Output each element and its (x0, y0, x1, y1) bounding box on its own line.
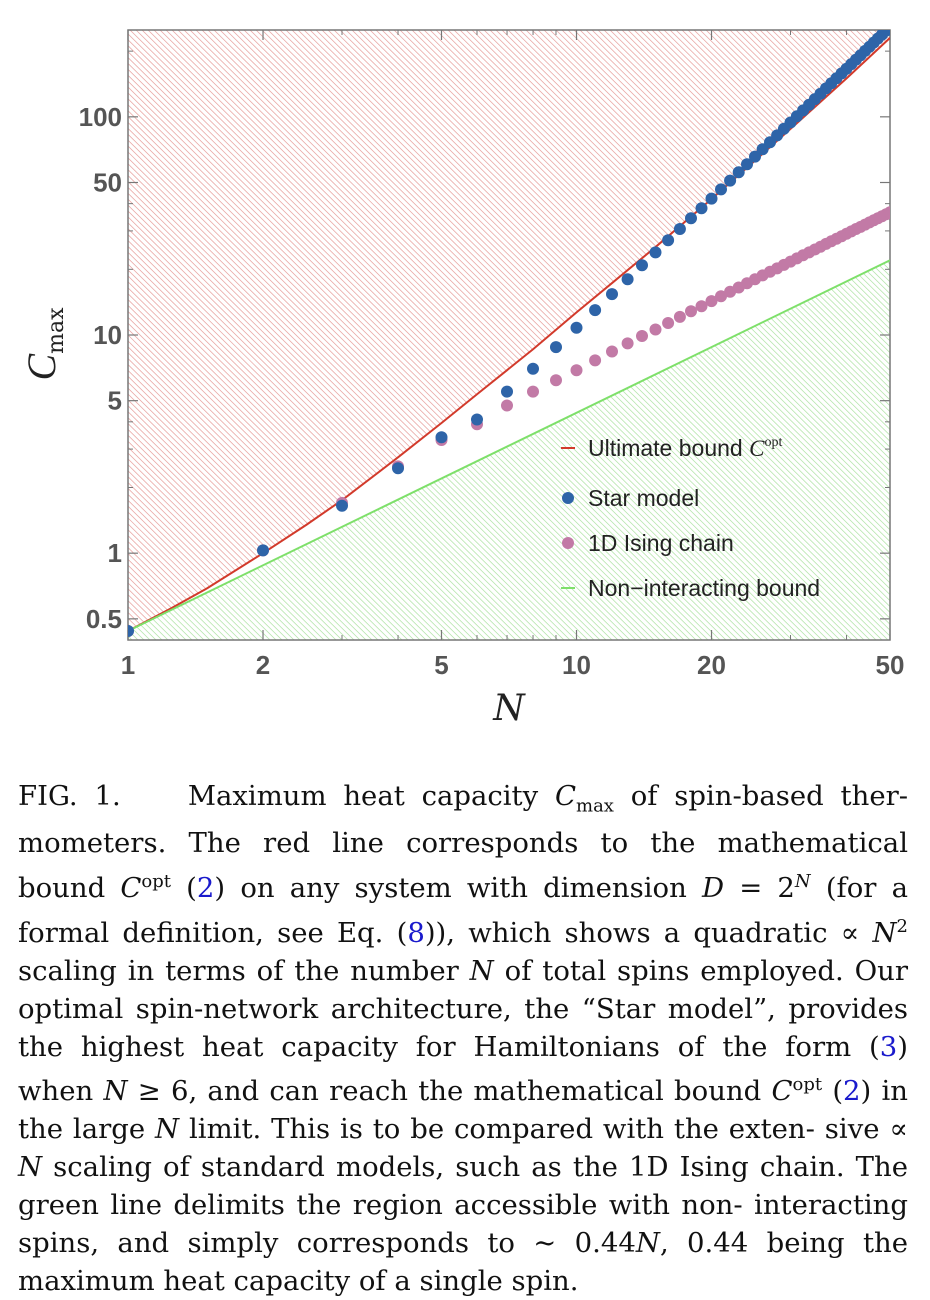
star-point (336, 499, 348, 512)
ref-eq-3[interactable]: 3 (879, 1030, 898, 1063)
star-point (724, 174, 737, 187)
ising-point (715, 290, 727, 303)
legend-label-star: Star model (588, 485, 699, 511)
y-tick-label: 10 (93, 320, 122, 350)
y-tick-label: 50 (93, 168, 122, 198)
star-point (589, 304, 602, 317)
x-tick-label: 10 (562, 650, 591, 680)
ising-point (649, 323, 662, 336)
y-tick-label: 100 (79, 102, 122, 132)
legend-label-noninteracting: Non−interacting bound (588, 575, 820, 601)
star-point (128, 625, 134, 637)
star-point (649, 246, 662, 259)
x-tick-label: 50 (876, 650, 905, 680)
legend-label-ultimate: Ultimate bound Copt (588, 435, 782, 461)
star-point (471, 413, 483, 426)
y-tick-labels: 0.5 1 5 10 50 100 (79, 102, 122, 634)
star-point (756, 143, 769, 156)
x-tick-label: 2 (256, 650, 270, 680)
ising-point (550, 374, 562, 387)
y-axis-title-main: Cmax (19, 307, 69, 381)
star-point (606, 288, 618, 301)
ising-point (705, 295, 718, 308)
star-point (685, 212, 697, 225)
star-point (257, 544, 269, 557)
x-tick-label: 20 (697, 650, 726, 680)
ising-point (685, 305, 697, 318)
figure-caption: FIG. 1. Maximum heat capacity Cmax of sp… (18, 780, 909, 1297)
star-point (715, 183, 727, 196)
x-tick-labels: 1 2 5 10 20 50 (121, 650, 905, 680)
x-tick-label: 1 (121, 650, 135, 680)
star-point (749, 150, 761, 163)
ising-point (636, 330, 648, 342)
ref-eq-2b[interactable]: 2 (843, 1075, 861, 1108)
legend: Ultimate bound Copt Star model 1D Ising … (561, 435, 820, 601)
ising-point (673, 310, 686, 323)
y-tick-label: 0.5 (86, 604, 122, 634)
ising-point (606, 345, 618, 358)
star-point (392, 462, 404, 475)
star-point (621, 273, 634, 286)
y-axis-title: Cmax (19, 307, 69, 381)
legend-label-ising: 1D Ising chain (588, 530, 734, 556)
star-point (570, 321, 583, 334)
ref-eq-2[interactable]: 2 (196, 872, 215, 905)
legend-swatch-star (562, 492, 574, 504)
star-point (662, 234, 675, 247)
series-points (128, 30, 890, 637)
caption-fig-label: FIG. 1. (18, 780, 121, 812)
star-point (501, 385, 513, 398)
noninteracting-bound-line (128, 259, 890, 632)
x-tick-label: 5 (434, 650, 448, 680)
ising-point (589, 354, 602, 367)
ising-point (527, 385, 539, 398)
star-point (636, 259, 648, 272)
ising-point (621, 337, 634, 350)
legend-swatch-ising (562, 537, 574, 549)
star-point (550, 341, 562, 354)
ising-point (695, 300, 708, 313)
y-tick-label: 5 (108, 386, 122, 416)
star-point (741, 158, 753, 171)
ref-eq-8[interactable]: 8 (407, 917, 425, 950)
figure-chart: 1 2 5 10 20 50 0.5 1 5 10 50 100 N Cmax Ultimate b… (19, 29, 905, 729)
star-point (673, 223, 686, 235)
star-point (884, 30, 890, 33)
star-point (527, 362, 539, 375)
star-point (695, 202, 708, 215)
x-axis-title: N (492, 688, 526, 729)
star-point (705, 192, 718, 205)
ising-point (884, 206, 890, 219)
ising-point (501, 399, 513, 412)
ising-point (570, 364, 583, 377)
star-point (435, 431, 448, 444)
star-point (732, 166, 745, 179)
y-tick-label: 1 (108, 538, 122, 568)
ising-point (662, 317, 675, 329)
